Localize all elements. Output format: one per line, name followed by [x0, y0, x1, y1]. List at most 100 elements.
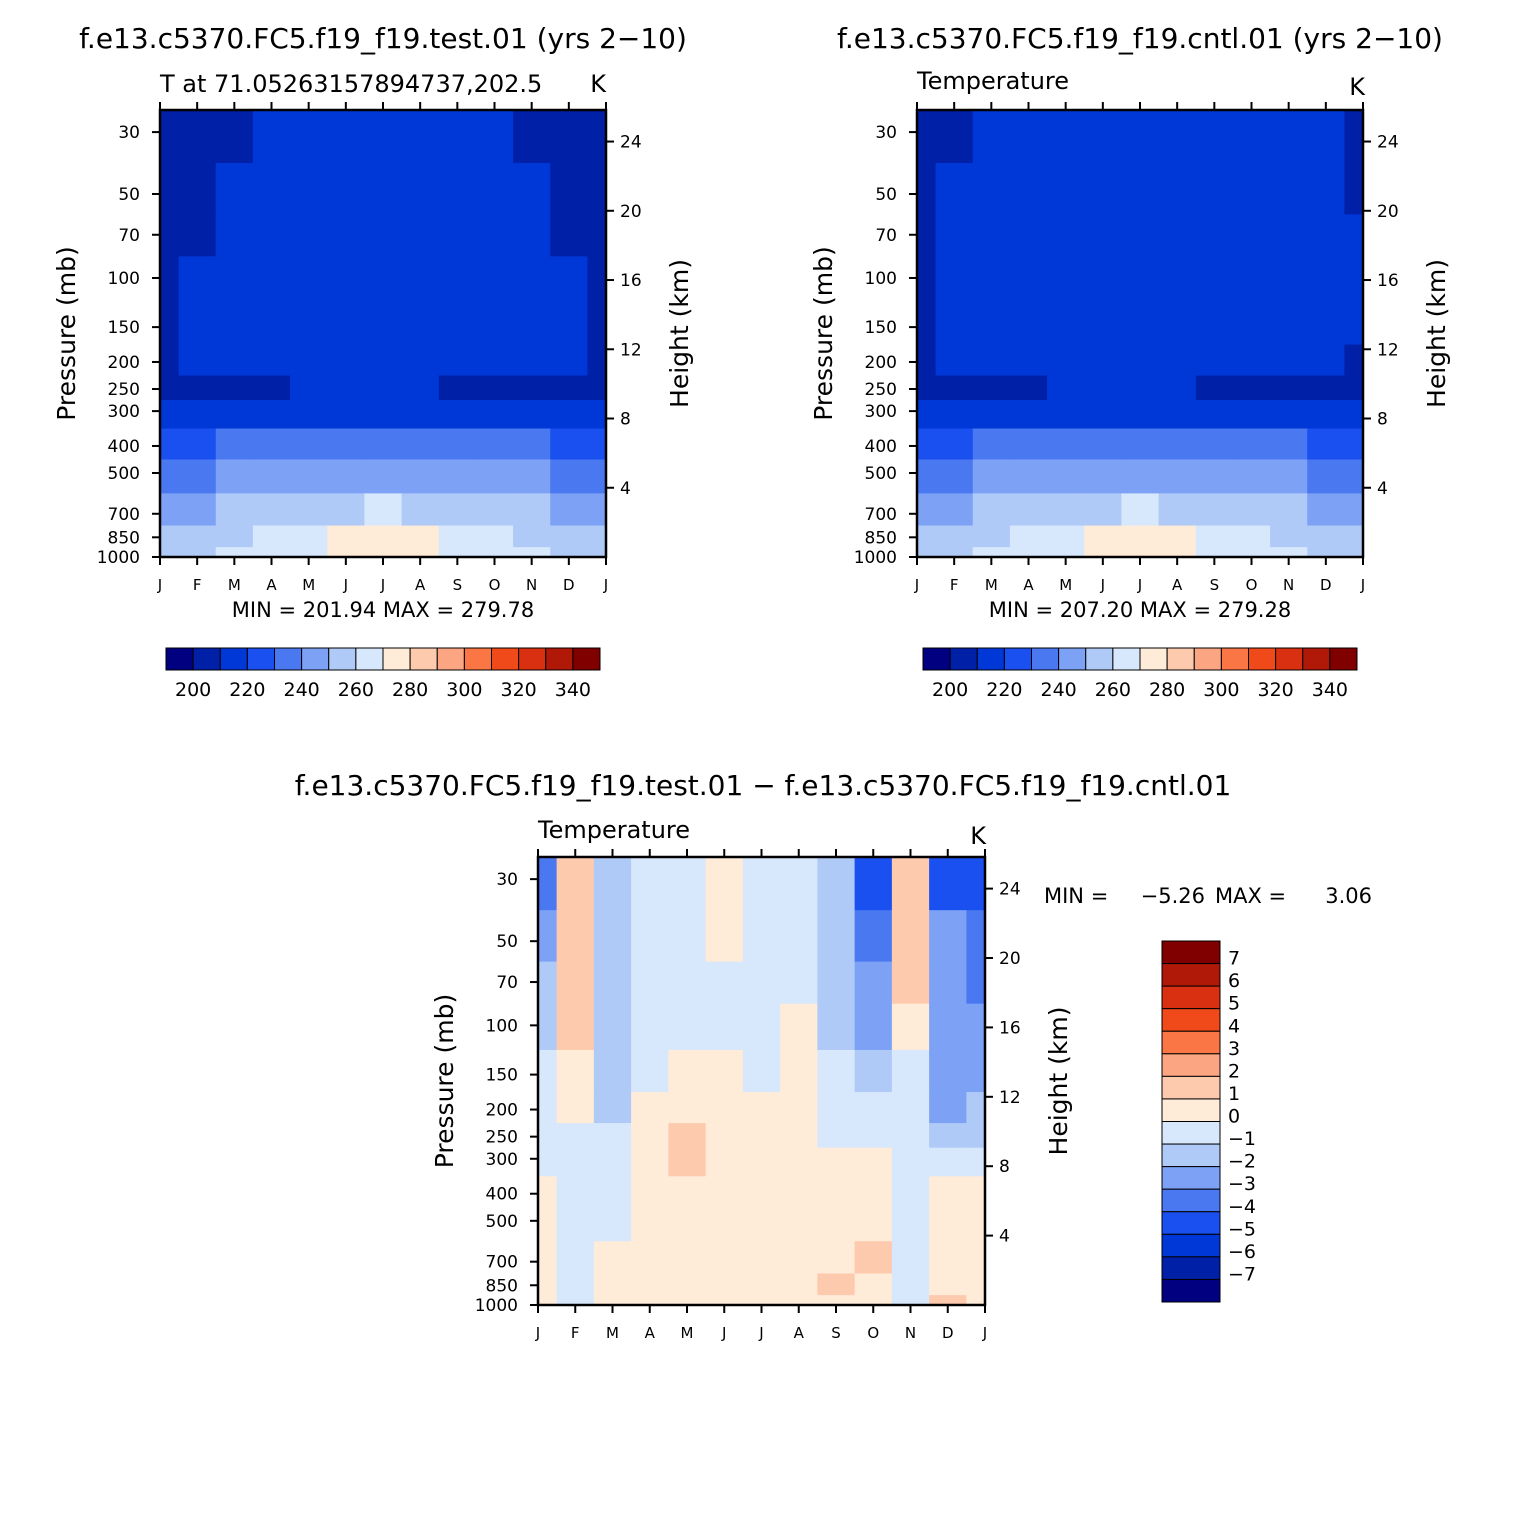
contour-cell	[917, 256, 937, 304]
contour-cell	[1195, 547, 1234, 558]
colorbar-label: 7	[1228, 948, 1240, 970]
contour-cell	[966, 1003, 986, 1051]
contour-cell	[550, 344, 588, 376]
contour-cell	[550, 493, 588, 527]
contour-cell	[929, 910, 967, 963]
contour-cell	[780, 1207, 818, 1242]
colorbar-box	[518, 647, 547, 671]
x-tick-label: D	[563, 576, 575, 594]
contour-cell	[742, 1147, 781, 1177]
panel-cntl-stats: MIN = 207.20 MAX = 279.28	[989, 598, 1291, 622]
contour-cell	[935, 256, 974, 304]
contour-cell	[631, 1241, 669, 1274]
contour-cell	[929, 857, 967, 911]
colorbar-box	[1161, 1098, 1221, 1122]
contour-cell	[668, 1207, 707, 1242]
contour-cell	[252, 163, 291, 215]
y-tick-label: 850	[486, 1276, 518, 1296]
contour-cell	[705, 1295, 744, 1306]
contour-cell	[917, 400, 937, 430]
x-tick-label: M	[228, 576, 241, 594]
contour-cell	[1232, 459, 1271, 494]
contour-cell	[550, 428, 588, 460]
contour-cell	[935, 302, 974, 346]
contour-cell	[742, 1241, 781, 1274]
x-tick-label: M	[681, 1324, 694, 1342]
contour-cell	[817, 857, 856, 911]
contour-cell	[178, 256, 217, 304]
contour-cell	[631, 1092, 669, 1124]
contour-cell	[1344, 302, 1364, 346]
panel-diff-subtitle-right: K	[970, 822, 987, 850]
contour-cell	[513, 214, 551, 257]
colorbar-label: −2	[1228, 1151, 1256, 1173]
contour-cell	[1195, 459, 1234, 494]
contour-cell	[364, 214, 403, 257]
x-tick-label: M	[985, 576, 998, 594]
contour-cell	[538, 1273, 558, 1296]
colorbar-box	[1161, 963, 1221, 987]
colorbar-box	[246, 647, 275, 671]
x-tick-label: O	[489, 576, 501, 594]
contour-cell	[1121, 302, 1160, 346]
colorbar-box	[1302, 647, 1331, 671]
contour-cell	[438, 459, 477, 494]
contour-cell	[1121, 110, 1160, 164]
contour-cell	[1307, 163, 1345, 215]
contour-cell	[327, 493, 365, 527]
contour-cell	[1047, 163, 1085, 215]
y-axis-label: Pressure (mb)	[430, 994, 459, 1168]
contour-cell	[1121, 400, 1160, 430]
contour-cell	[538, 1092, 558, 1124]
x-tick-label: A	[1023, 576, 1034, 594]
contour-cell	[972, 547, 1011, 558]
contour-cell	[290, 110, 328, 164]
contour-cell	[1195, 302, 1234, 346]
contour-cell	[972, 400, 1011, 430]
colorbar-label: 300	[446, 679, 482, 701]
contour-cell	[252, 110, 291, 164]
contour-cell	[550, 525, 588, 548]
contour-cell	[160, 400, 180, 430]
contour-cell	[891, 1092, 930, 1124]
contour-cell	[631, 857, 669, 911]
contour-cell	[401, 525, 440, 548]
contour-cell	[1009, 256, 1048, 304]
contour-cell	[327, 459, 365, 494]
contour-cell	[513, 256, 551, 304]
x-tick-label: J	[343, 576, 348, 594]
contour-cell	[780, 857, 818, 911]
contour-cell	[1158, 214, 1197, 257]
contour-cell	[438, 214, 477, 257]
contour-cell	[215, 428, 254, 460]
contour-cell	[1232, 256, 1271, 304]
contour-cell	[513, 400, 551, 430]
contour-cell	[668, 1123, 707, 1149]
contour-cell	[401, 547, 440, 558]
contour-cell	[854, 961, 893, 1005]
panel-test-title: f.e13.c5370.FC5.f19_f19.test.01 (yrs 2−1…	[79, 22, 687, 55]
contour-cell	[854, 1123, 893, 1149]
panel-test-subtitle-right: K	[590, 70, 607, 98]
colorbar-label: −4	[1228, 1196, 1256, 1218]
y-tick-label: 250	[865, 380, 897, 400]
contour-cell	[1195, 344, 1234, 376]
contour-cell	[364, 428, 403, 460]
contour-cell	[891, 1003, 930, 1051]
contour-cell	[401, 428, 440, 460]
contour-cell	[160, 344, 180, 376]
contour-cell	[817, 1273, 856, 1296]
contour-cell	[587, 256, 607, 304]
contour-cell	[160, 214, 180, 257]
height-tick-label: 4	[999, 1227, 1010, 1247]
contour-cell	[1047, 344, 1085, 376]
contour-cell	[401, 459, 440, 494]
contour-cell	[160, 256, 180, 304]
contour-cell	[550, 214, 588, 257]
contour-cell	[1047, 256, 1085, 304]
colorbar-label: 240	[1040, 679, 1076, 701]
contour-cell	[1232, 163, 1271, 215]
contour-cell	[327, 110, 365, 164]
contour-cell	[290, 459, 328, 494]
